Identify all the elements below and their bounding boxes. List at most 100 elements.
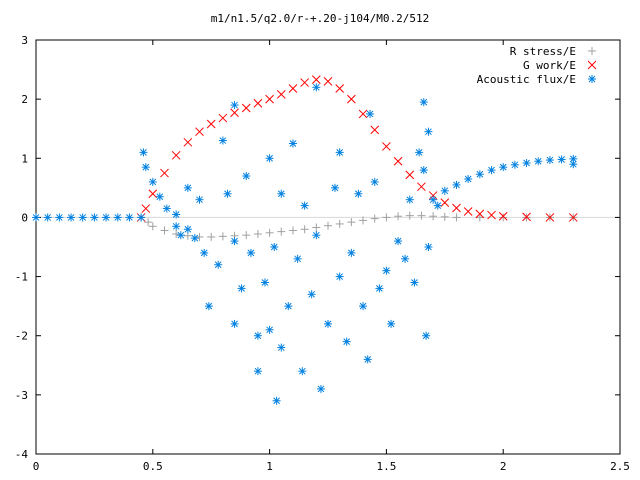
- data-point: [288, 84, 298, 93]
- data-point: [382, 266, 391, 275]
- data-point: [237, 284, 246, 293]
- data-point: [218, 113, 228, 123]
- data-point: [522, 159, 531, 168]
- data-point: [498, 211, 508, 221]
- data-point: [300, 225, 309, 234]
- legend-label: G work/E: [523, 59, 576, 72]
- data-point: [172, 210, 181, 219]
- data-point: [183, 225, 192, 234]
- data-point: [312, 83, 321, 92]
- y-tick-label: 1: [21, 152, 28, 165]
- data-point: [335, 148, 344, 157]
- data-point: [394, 212, 403, 221]
- data-point: [195, 232, 204, 241]
- data-point: [242, 231, 251, 240]
- data-point: [358, 109, 368, 119]
- data-point: [141, 163, 150, 172]
- data-point: [324, 319, 332, 328]
- x-tick-label: 0.5: [143, 460, 163, 473]
- data-point: [43, 213, 52, 222]
- data-point: [242, 172, 251, 181]
- data-point: [204, 302, 213, 311]
- data-point: [272, 396, 281, 405]
- data-point: [241, 103, 251, 113]
- series-layer: [32, 75, 578, 405]
- data-point: [307, 290, 316, 299]
- data-point: [433, 201, 442, 210]
- x-tick-label: 1: [266, 460, 273, 473]
- data-point: [342, 337, 351, 346]
- data-point: [370, 177, 379, 186]
- data-point: [171, 150, 181, 160]
- x-tick-label: 0: [33, 460, 40, 473]
- data-point: [277, 189, 286, 198]
- data-point: [223, 189, 232, 198]
- data-point: [335, 84, 345, 93]
- legend-marker: [588, 47, 596, 55]
- data-point: [347, 248, 356, 257]
- data-point: [452, 203, 461, 213]
- data-point: [230, 101, 239, 110]
- data-point: [347, 94, 356, 104]
- data-point: [298, 367, 307, 376]
- data-point: [90, 213, 99, 222]
- data-point: [162, 204, 171, 213]
- data-point: [102, 213, 111, 222]
- axes: 0 0.5 1 1.5 2 2.5 3 2 1 0 -1 -2 -3 -4: [15, 34, 630, 473]
- data-point: [265, 94, 274, 104]
- data-point: [510, 160, 519, 169]
- data-point: [464, 174, 473, 183]
- data-point: [230, 237, 239, 246]
- data-point: [67, 213, 76, 222]
- data-point: [300, 78, 309, 87]
- data-point: [144, 218, 153, 227]
- data-point: [370, 125, 380, 135]
- data-point: [440, 198, 450, 207]
- data-point: [277, 343, 286, 352]
- chart-title: m1/n1.5/q2.0/r-+.20-j104/M0.2/512: [211, 12, 430, 25]
- data-point: [428, 191, 438, 200]
- data-point: [270, 243, 279, 251]
- data-point: [382, 142, 391, 151]
- series-2: [32, 83, 578, 405]
- data-point: [300, 201, 309, 210]
- data-point: [375, 284, 384, 293]
- data-point: [366, 109, 375, 118]
- y-tick-label: 3: [21, 34, 28, 47]
- y-tick-label: -1: [15, 271, 28, 284]
- data-point: [246, 248, 255, 257]
- data-point: [382, 213, 391, 222]
- data-point: [387, 319, 396, 328]
- data-point: [545, 213, 555, 222]
- data-point: [265, 154, 274, 163]
- data-point: [172, 229, 181, 238]
- data-point: [200, 248, 209, 257]
- data-point: [141, 204, 151, 213]
- data-point: [260, 278, 269, 287]
- legend-label: Acoustic flux/E: [477, 73, 576, 86]
- data-point: [335, 272, 344, 281]
- data-point: [276, 90, 286, 99]
- data-point: [207, 232, 216, 241]
- data-point: [253, 331, 262, 340]
- data-point: [568, 213, 578, 222]
- data-point: [415, 148, 424, 157]
- data-point: [253, 229, 262, 238]
- data-point: [312, 223, 321, 232]
- data-point: [113, 213, 122, 222]
- data-point: [429, 212, 438, 221]
- data-point: [429, 195, 438, 204]
- legend-marker: [588, 75, 596, 83]
- legend-marker: [587, 60, 597, 70]
- x-tick-label: 1.5: [376, 460, 396, 473]
- data-point: [125, 213, 134, 222]
- data-point: [316, 384, 325, 393]
- data-point: [311, 75, 321, 84]
- data-point: [160, 226, 169, 235]
- data-point: [419, 166, 428, 175]
- data-point: [155, 192, 164, 201]
- data-point: [440, 186, 449, 195]
- series-1: [136, 75, 578, 222]
- data-point: [393, 156, 403, 166]
